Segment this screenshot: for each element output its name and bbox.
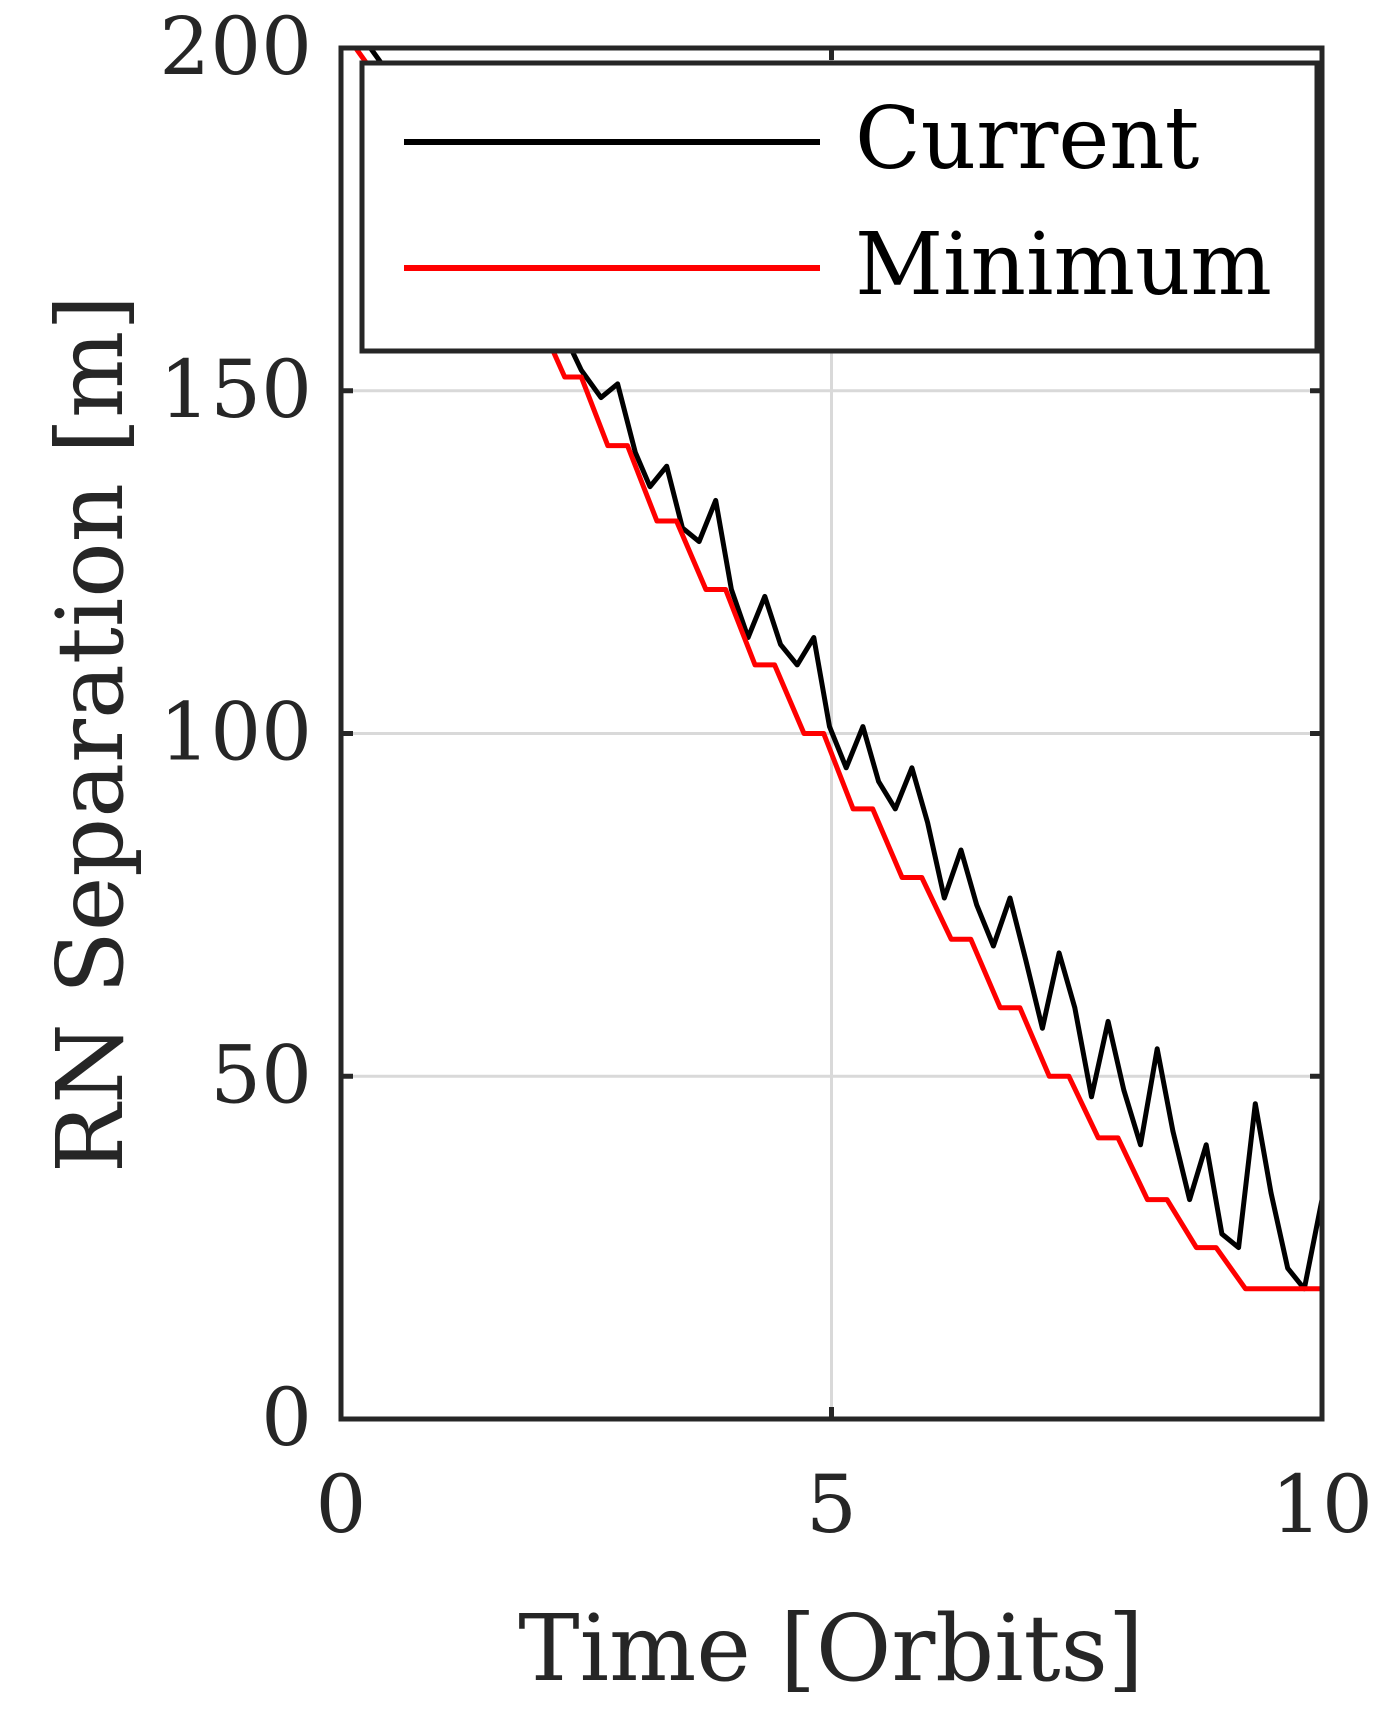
y-tick-label: 150 [159,343,312,436]
y-axis-label: RN Separation [m] [37,295,144,1173]
y-tick-label: 50 [210,1028,312,1121]
y-tick-label: 100 [159,686,312,779]
legend-label-minimum: Minimum [855,215,1272,315]
legend-box [359,60,1320,354]
plot-frame [338,45,1325,1422]
x-tick-label: 10 [1271,1458,1373,1551]
legend-label-current: Current [855,89,1199,189]
y-tick-label: 0 [261,1371,312,1464]
x-tick-label: 0 [316,1458,367,1551]
x-tick-label: 5 [806,1458,857,1551]
y-tick-label: 200 [159,0,312,93]
legend: Current Minimum [359,60,1320,354]
x-axis-label: Time [Orbits] [518,1595,1143,1702]
